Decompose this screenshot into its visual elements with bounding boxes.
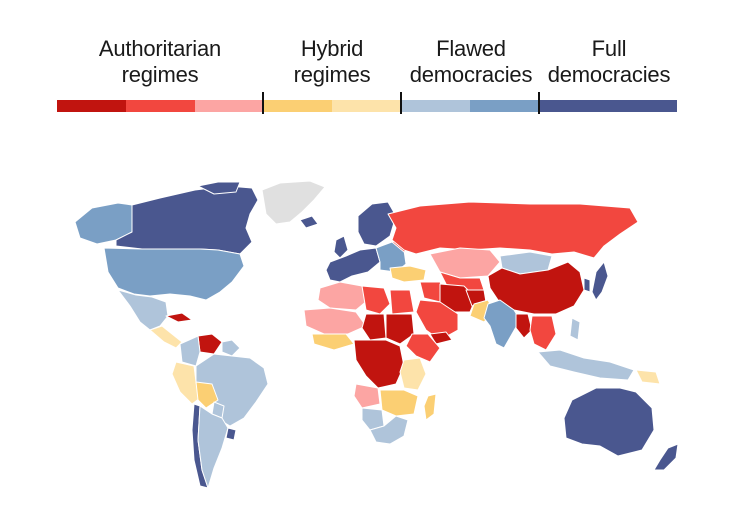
legend-swatch-authoritarian-1	[57, 100, 126, 112]
region-west-africa-coast	[311, 333, 355, 351]
legend-swatch-flawed-1	[401, 100, 470, 112]
region-japan	[591, 261, 609, 301]
region-usa	[103, 247, 245, 301]
region-peru	[171, 361, 201, 405]
legend-label-hybrid: Hybrid regimes	[293, 36, 371, 87]
region-central-africa	[353, 339, 405, 389]
legend-divider-1	[262, 92, 264, 114]
legend-divider-3	[538, 92, 540, 114]
legend-swatch-full	[539, 100, 677, 112]
region-russia	[387, 201, 639, 259]
region-uruguay	[225, 427, 237, 441]
region-indonesia	[537, 349, 635, 381]
region-guianas	[221, 339, 241, 357]
legend-label-flawed: Flawed democracies	[409, 36, 533, 87]
region-myanmar	[515, 313, 533, 339]
region-southern-africa	[379, 389, 419, 417]
region-sudan	[385, 313, 415, 345]
region-canada	[115, 185, 259, 255]
region-egypt	[389, 289, 415, 315]
region-turkey	[389, 265, 427, 283]
region-venezuela	[197, 333, 223, 355]
region-south-korea	[583, 277, 591, 293]
region-east-africa	[399, 357, 427, 391]
region-bolivia	[195, 381, 219, 409]
region-greenland	[261, 180, 326, 225]
region-argentina	[197, 405, 229, 489]
region-maghreb	[317, 281, 369, 311]
region-india	[483, 299, 521, 349]
legend-label-authoritarian: Authoritarian regimes	[98, 36, 222, 87]
region-southeast-asia	[529, 315, 557, 351]
region-scandinavia	[357, 201, 397, 247]
legend-swatch-hybrid-2	[332, 100, 401, 112]
region-colombia	[179, 335, 201, 367]
region-philippines	[569, 317, 581, 341]
legend-label-full: Full democracies	[547, 36, 671, 87]
region-libya	[361, 285, 391, 315]
region-mexico	[117, 289, 169, 331]
region-angola	[353, 383, 381, 409]
region-cuba	[165, 312, 193, 323]
region-madagascar	[423, 393, 437, 421]
region-australia	[563, 387, 655, 457]
region-papua-new-guinea	[635, 369, 661, 385]
region-uk	[333, 235, 349, 259]
region-canada-arctic-islands	[197, 181, 241, 195]
legend-swatch-authoritarian-3	[195, 100, 263, 112]
region-west-africa-sahel	[303, 307, 367, 335]
legend-swatch-authoritarian-2	[126, 100, 195, 112]
region-new-zealand	[653, 443, 679, 471]
region-iceland	[299, 215, 319, 229]
region-arabian-peninsula	[415, 299, 459, 341]
legend-swatch-hybrid-1	[263, 100, 332, 112]
region-chad	[361, 313, 387, 341]
region-western-europe	[325, 247, 381, 283]
region-horn-of-africa	[405, 333, 441, 363]
region-south-africa	[369, 415, 409, 445]
legend-swatch-flawed-2	[470, 100, 539, 112]
region-central-america	[149, 325, 183, 349]
legend-divider-2	[400, 92, 402, 114]
